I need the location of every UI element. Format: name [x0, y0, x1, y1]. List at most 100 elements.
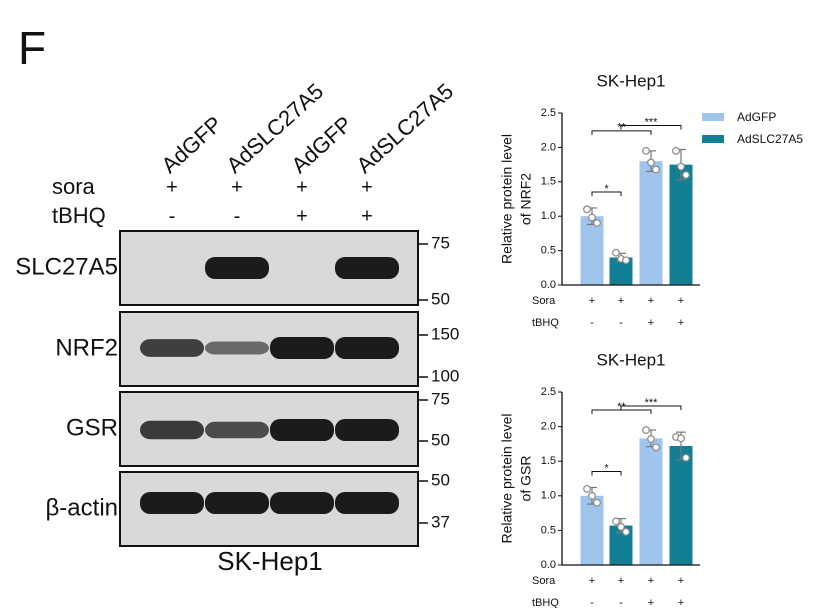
data-point	[612, 248, 620, 257]
treatment-sign: +	[361, 176, 373, 198]
data-point	[642, 146, 650, 155]
bar	[669, 164, 693, 285]
legend-label: AdGFP	[737, 110, 776, 124]
data-point	[672, 146, 680, 155]
marker-label: 100	[431, 366, 459, 385]
data-point	[682, 171, 690, 179]
condition-sign: +	[589, 295, 595, 307]
bar	[639, 161, 663, 285]
data-point	[593, 498, 601, 507]
data-point	[647, 158, 655, 167]
significance-bracket	[591, 470, 622, 476]
lane-label: AdSLC27A5	[352, 78, 459, 178]
blot-band	[335, 492, 399, 514]
blot-caption: SK-Hep1	[217, 546, 323, 576]
blot-band	[335, 337, 399, 359]
data-point	[622, 527, 630, 536]
treatment-name: sora	[52, 174, 96, 199]
marker-label: 75	[431, 389, 450, 408]
condition-sign: +	[678, 597, 684, 608]
blot-band	[335, 419, 399, 441]
legend-swatch	[702, 113, 724, 121]
data-point	[612, 517, 620, 526]
condition-sign: +	[678, 295, 684, 307]
row-label: GSR	[66, 414, 118, 441]
marker-label: 37	[431, 512, 450, 531]
chart-title: SK-Hep1	[597, 71, 666, 90]
condition-name: tBHQ	[532, 317, 559, 329]
treatment-sign: +	[296, 205, 308, 227]
condition-sign: -	[619, 317, 623, 329]
data-point	[677, 162, 685, 171]
blot-band	[270, 492, 334, 514]
y-tick-label: 1.5	[541, 176, 556, 188]
condition-sign: +	[648, 317, 654, 329]
significance-label: **	[617, 401, 626, 413]
significance-label: *	[604, 462, 609, 474]
blot-band	[205, 257, 269, 279]
blot-band	[270, 419, 334, 441]
lane-label: AdGFP	[157, 111, 227, 178]
blot-band	[270, 337, 334, 359]
condition-sign: +	[678, 575, 684, 587]
bar	[580, 495, 604, 565]
legend-swatch	[702, 135, 724, 143]
blot-band	[205, 492, 269, 514]
marker-label: 150	[431, 324, 459, 343]
significance-bracket	[591, 191, 622, 196]
data-point	[677, 434, 685, 443]
significance-bracket	[591, 130, 652, 135]
blot-band	[205, 341, 269, 355]
condition-sign: -	[590, 597, 594, 608]
y-tick-label: 0.0	[541, 279, 556, 291]
condition-sign: +	[618, 575, 624, 587]
y-axis-label: of NRF2	[518, 173, 534, 225]
row-label: β-actin	[46, 494, 119, 521]
significance-label: **	[617, 122, 626, 134]
blot-band	[140, 420, 204, 440]
marker-label: 75	[431, 233, 450, 252]
data-point	[617, 523, 625, 531]
y-tick-label: 0.0	[541, 559, 556, 571]
bar	[580, 216, 604, 285]
condition-sign: +	[678, 317, 684, 329]
treatment-sign: -	[234, 205, 241, 227]
significance-bracket	[620, 405, 682, 411]
treatment-sign: +	[361, 205, 373, 227]
condition-name: Sora	[532, 295, 556, 307]
bar	[669, 445, 693, 565]
significance-label: ***	[645, 397, 659, 409]
treatment-sign: +	[166, 176, 178, 198]
significance-label: *	[604, 183, 609, 195]
condition-sign: +	[648, 575, 654, 587]
data-point	[652, 165, 660, 174]
data-point	[642, 426, 650, 434]
condition-sign: +	[589, 575, 595, 587]
row-label: SLC27A5	[15, 253, 118, 280]
y-axis-label: Relative protein level	[499, 414, 515, 544]
condition-sign: -	[590, 317, 594, 329]
panel-label: F	[18, 22, 46, 74]
y-tick-label: 2.0	[541, 421, 556, 433]
y-tick-label: 1.5	[541, 455, 556, 467]
condition-sign: -	[619, 597, 623, 608]
y-tick-label: 0.5	[541, 245, 556, 257]
treatment-sign: +	[296, 176, 308, 198]
significance-label: ***	[645, 116, 659, 128]
condition-name: tBHQ	[532, 597, 559, 608]
data-point	[583, 484, 591, 493]
y-axis-label: of GSR	[518, 456, 534, 502]
blot-band	[140, 339, 204, 357]
data-point	[588, 213, 596, 222]
data-point	[622, 256, 630, 265]
blot-band	[140, 492, 204, 514]
legend-label: AdSLC27A5	[737, 132, 803, 146]
significance-bracket	[620, 124, 682, 130]
marker-label: 50	[431, 289, 450, 308]
condition-name: Sora	[532, 575, 556, 587]
y-tick-label: 2.5	[541, 386, 556, 398]
y-tick-label: 1.0	[541, 490, 556, 502]
marker-label: 50	[431, 470, 450, 489]
condition-sign: +	[648, 597, 654, 608]
